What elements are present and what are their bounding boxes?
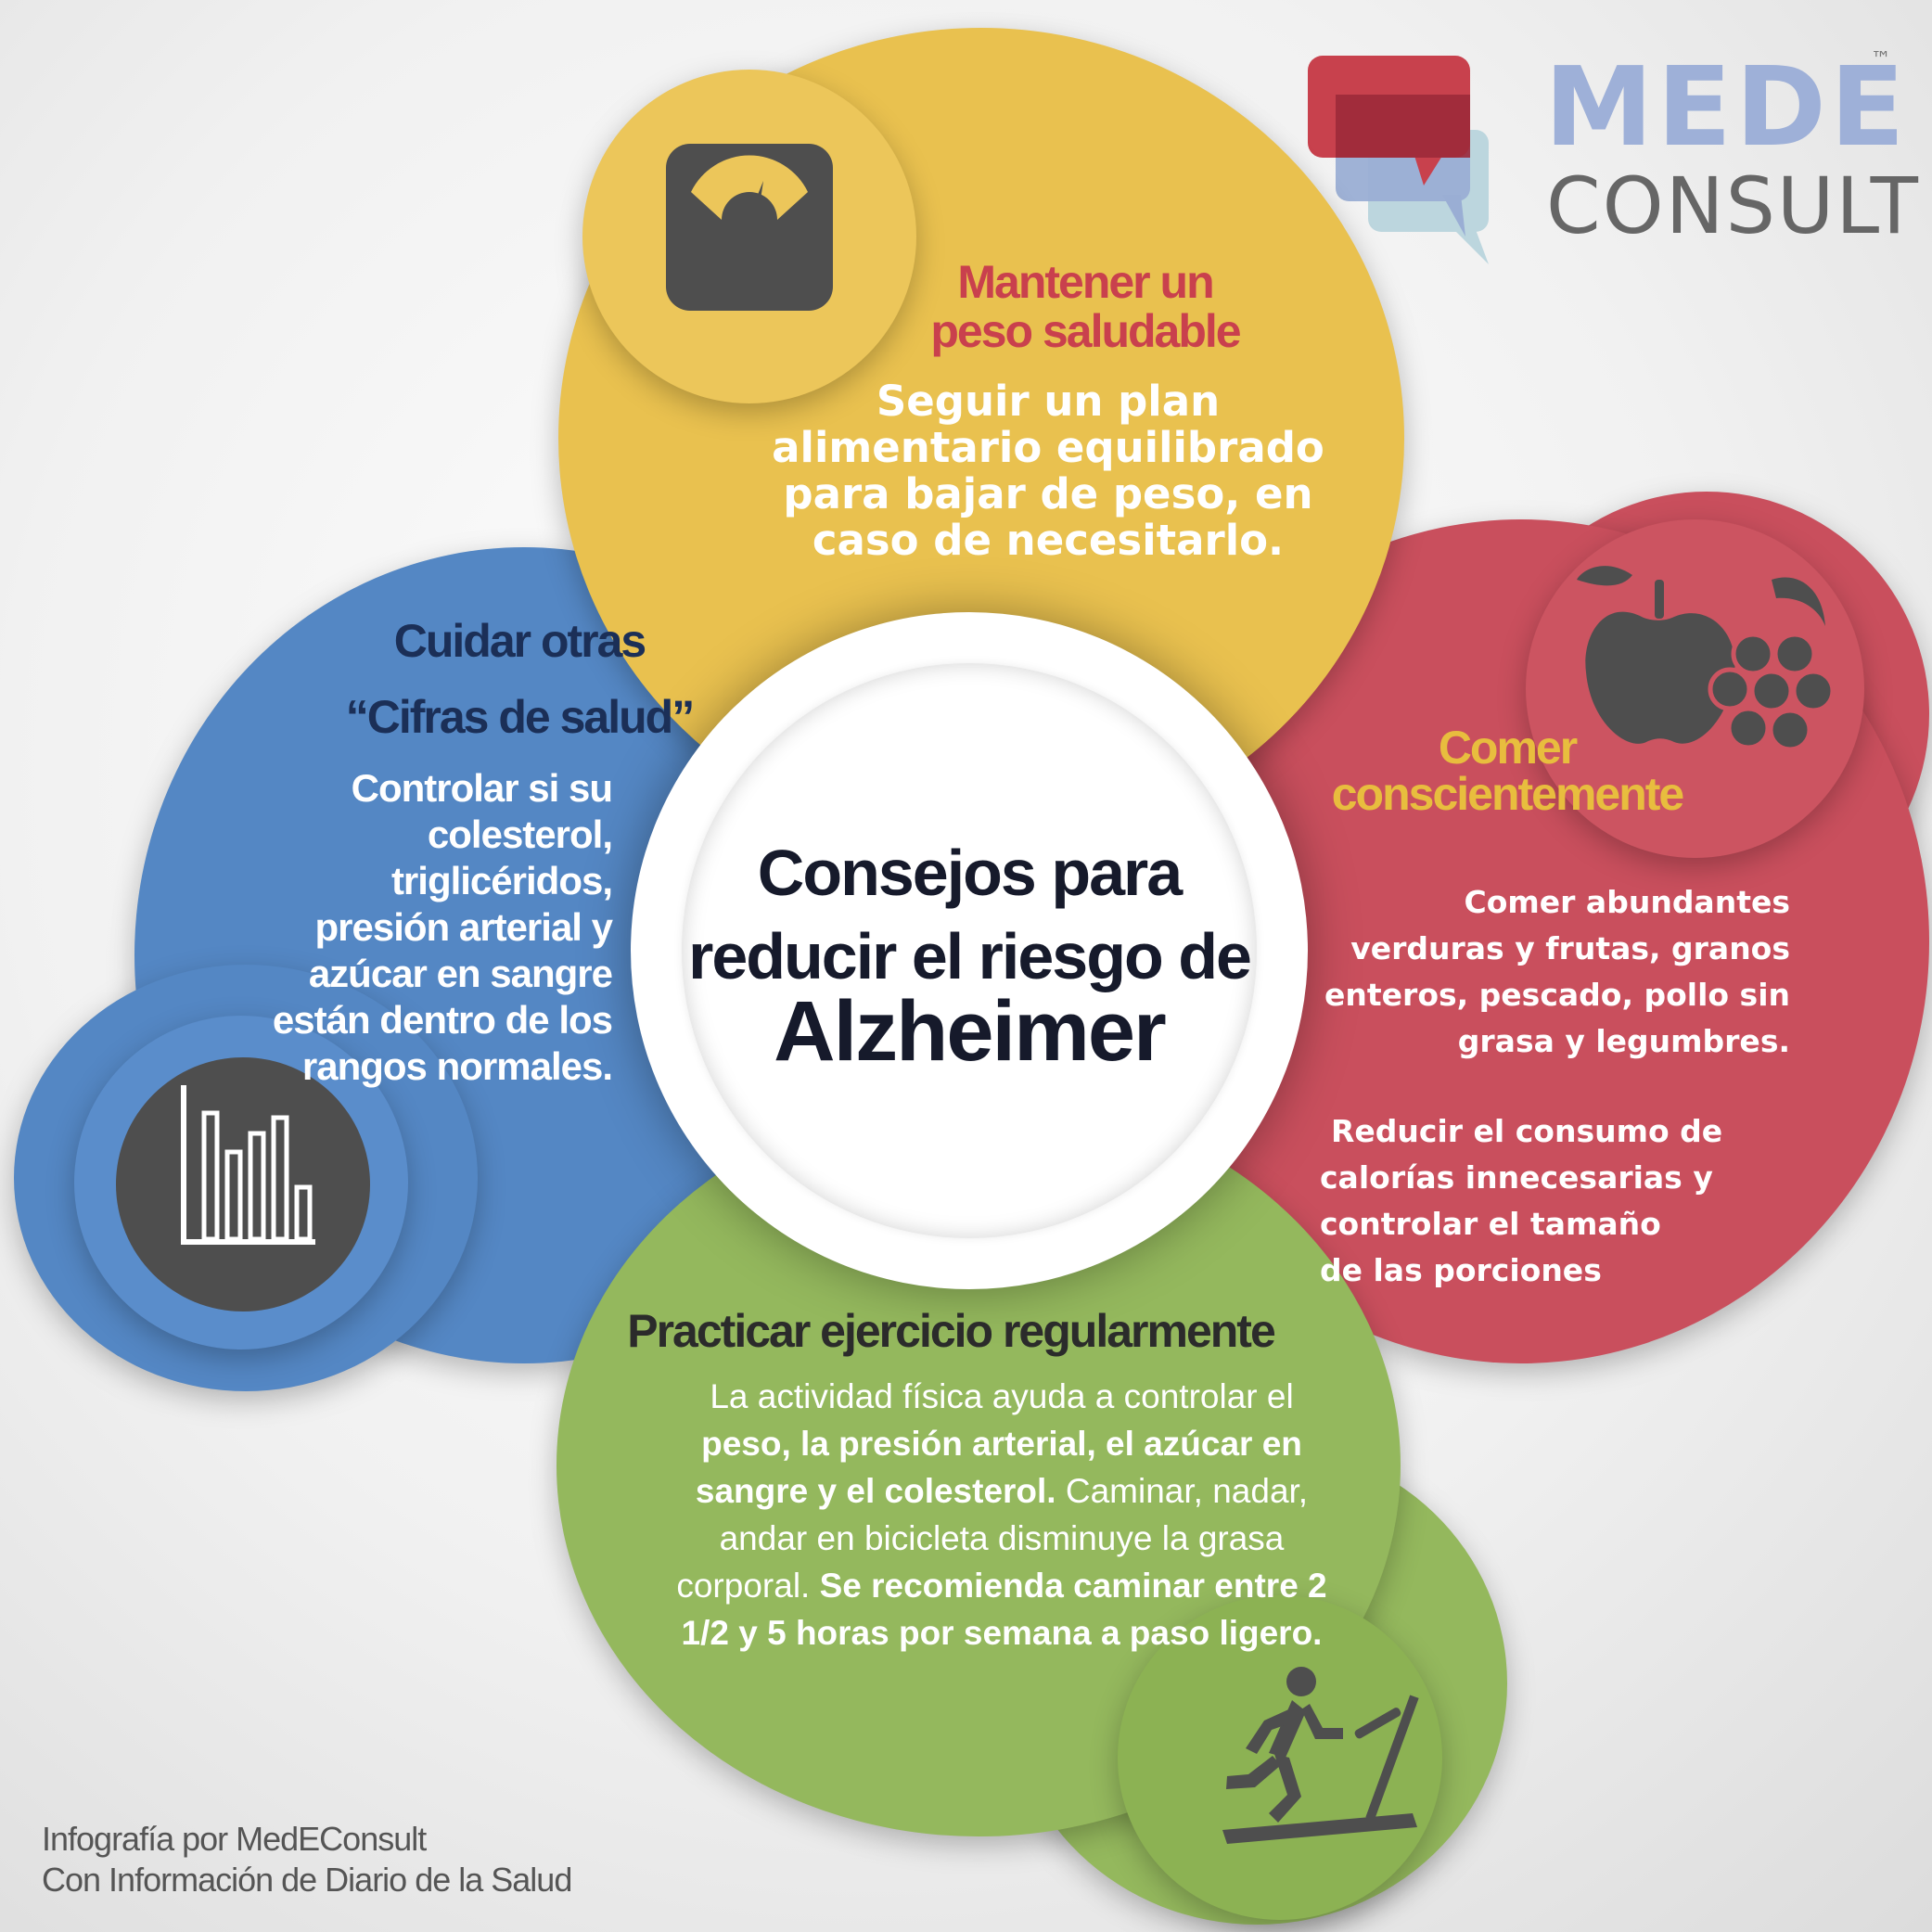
eat-p2-line3: controlar el tamaño [1320, 1206, 1661, 1242]
eat-p1-line1: Comer abundantes [1464, 884, 1790, 920]
center-ring [682, 663, 1257, 1238]
eat-p2-line2: calorías innecesarias y [1320, 1159, 1713, 1196]
weight-title-line2: peso saludable [930, 305, 1241, 357]
eat-p2-line1: Reducir el consumo de [1331, 1113, 1723, 1149]
bar-chart-icon [116, 1057, 370, 1311]
exercise-line3: sangre y el colesterol. Caminar, nadar, [631, 1467, 1373, 1515]
credits-line1: Infografía por MedEConsult [42, 1820, 427, 1858]
logo: MEDE ™ CONSULT [1303, 46, 1918, 269]
numbers-body-line4: presión arterial y [314, 905, 613, 949]
exercise-line5-start: corporal. [676, 1567, 820, 1605]
exercise-body: La actividad física ayuda a controlar el… [631, 1373, 1373, 1657]
exercise-line6: 1/2 y 5 horas por semana a paso ligero. [681, 1614, 1323, 1652]
eat-title-line2: conscientemente [1331, 768, 1684, 820]
weight-body-line4: caso de necesitarlo. [812, 516, 1285, 565]
trademark: ™ [1871, 48, 1891, 71]
exercise-line2: peso, la presión arterial, el azúcar en [701, 1425, 1302, 1463]
exercise-line3-bold: sangre y el colesterol. [695, 1472, 1056, 1510]
treadmill-icon [1222, 1667, 1419, 1844]
scale-icon [666, 144, 833, 311]
credits-line2: Con Información de Diario de la Salud [42, 1861, 572, 1899]
center-title-line3: Alzheimer [774, 984, 1167, 1079]
eat-title-line1: Comer [1438, 722, 1578, 774]
brand-top: MEDE [1544, 43, 1909, 171]
exercise-title: Practicar ejercicio regularmente [627, 1305, 1276, 1357]
exercise-line5: corporal. Se recomienda caminar entre 2 [631, 1562, 1373, 1609]
exercise-line1: La actividad física ayuda a controlar el [710, 1377, 1294, 1415]
center-title-line2: reducir el riesgo de [688, 920, 1252, 992]
eat-p1-line3: enteros, pescado, pollo sin [1324, 977, 1790, 1013]
exercise-line3-rest: Caminar, nadar, [1056, 1472, 1309, 1510]
brand-bottom: CONSULT [1546, 160, 1920, 251]
exercise-line5-bold: Se recomienda caminar entre 2 [819, 1567, 1327, 1605]
numbers-body-line3: triglicéridos, [390, 859, 613, 902]
weight-title-line1: Mantener un [957, 256, 1214, 308]
exercise-line4: andar en bicicleta disminuye la grasa [719, 1519, 1285, 1557]
numbers-body-line7: rangos normales. [301, 1044, 613, 1088]
eat-p1-line4: grasa y legumbres. [1457, 1023, 1790, 1059]
numbers-body-line2: colesterol, [427, 812, 613, 856]
numbers-title-line1: Cuidar otras [393, 615, 647, 667]
weight-body-line2: alimentario equilibrado [772, 423, 1324, 472]
numbers-body-line5: azúcar en sangre [308, 952, 613, 995]
numbers-title-line2: “Cifras de salud” [345, 691, 695, 743]
chat-bubbles-icon [1308, 56, 1489, 264]
eat-p2-line4: de las porciones [1320, 1252, 1602, 1288]
weight-body-line1: Seguir un plan [876, 377, 1221, 426]
numbers-body-line6: están dentro de los [272, 998, 613, 1042]
center-title-line1: Consejos para [757, 837, 1183, 909]
weight-body-line3: para bajar de peso, en [783, 469, 1313, 518]
numbers-body-line1: Controlar si su [351, 766, 613, 810]
fruit-icon [1577, 566, 1836, 752]
eat-p1-line2: verduras y frutas, granos [1350, 930, 1790, 966]
